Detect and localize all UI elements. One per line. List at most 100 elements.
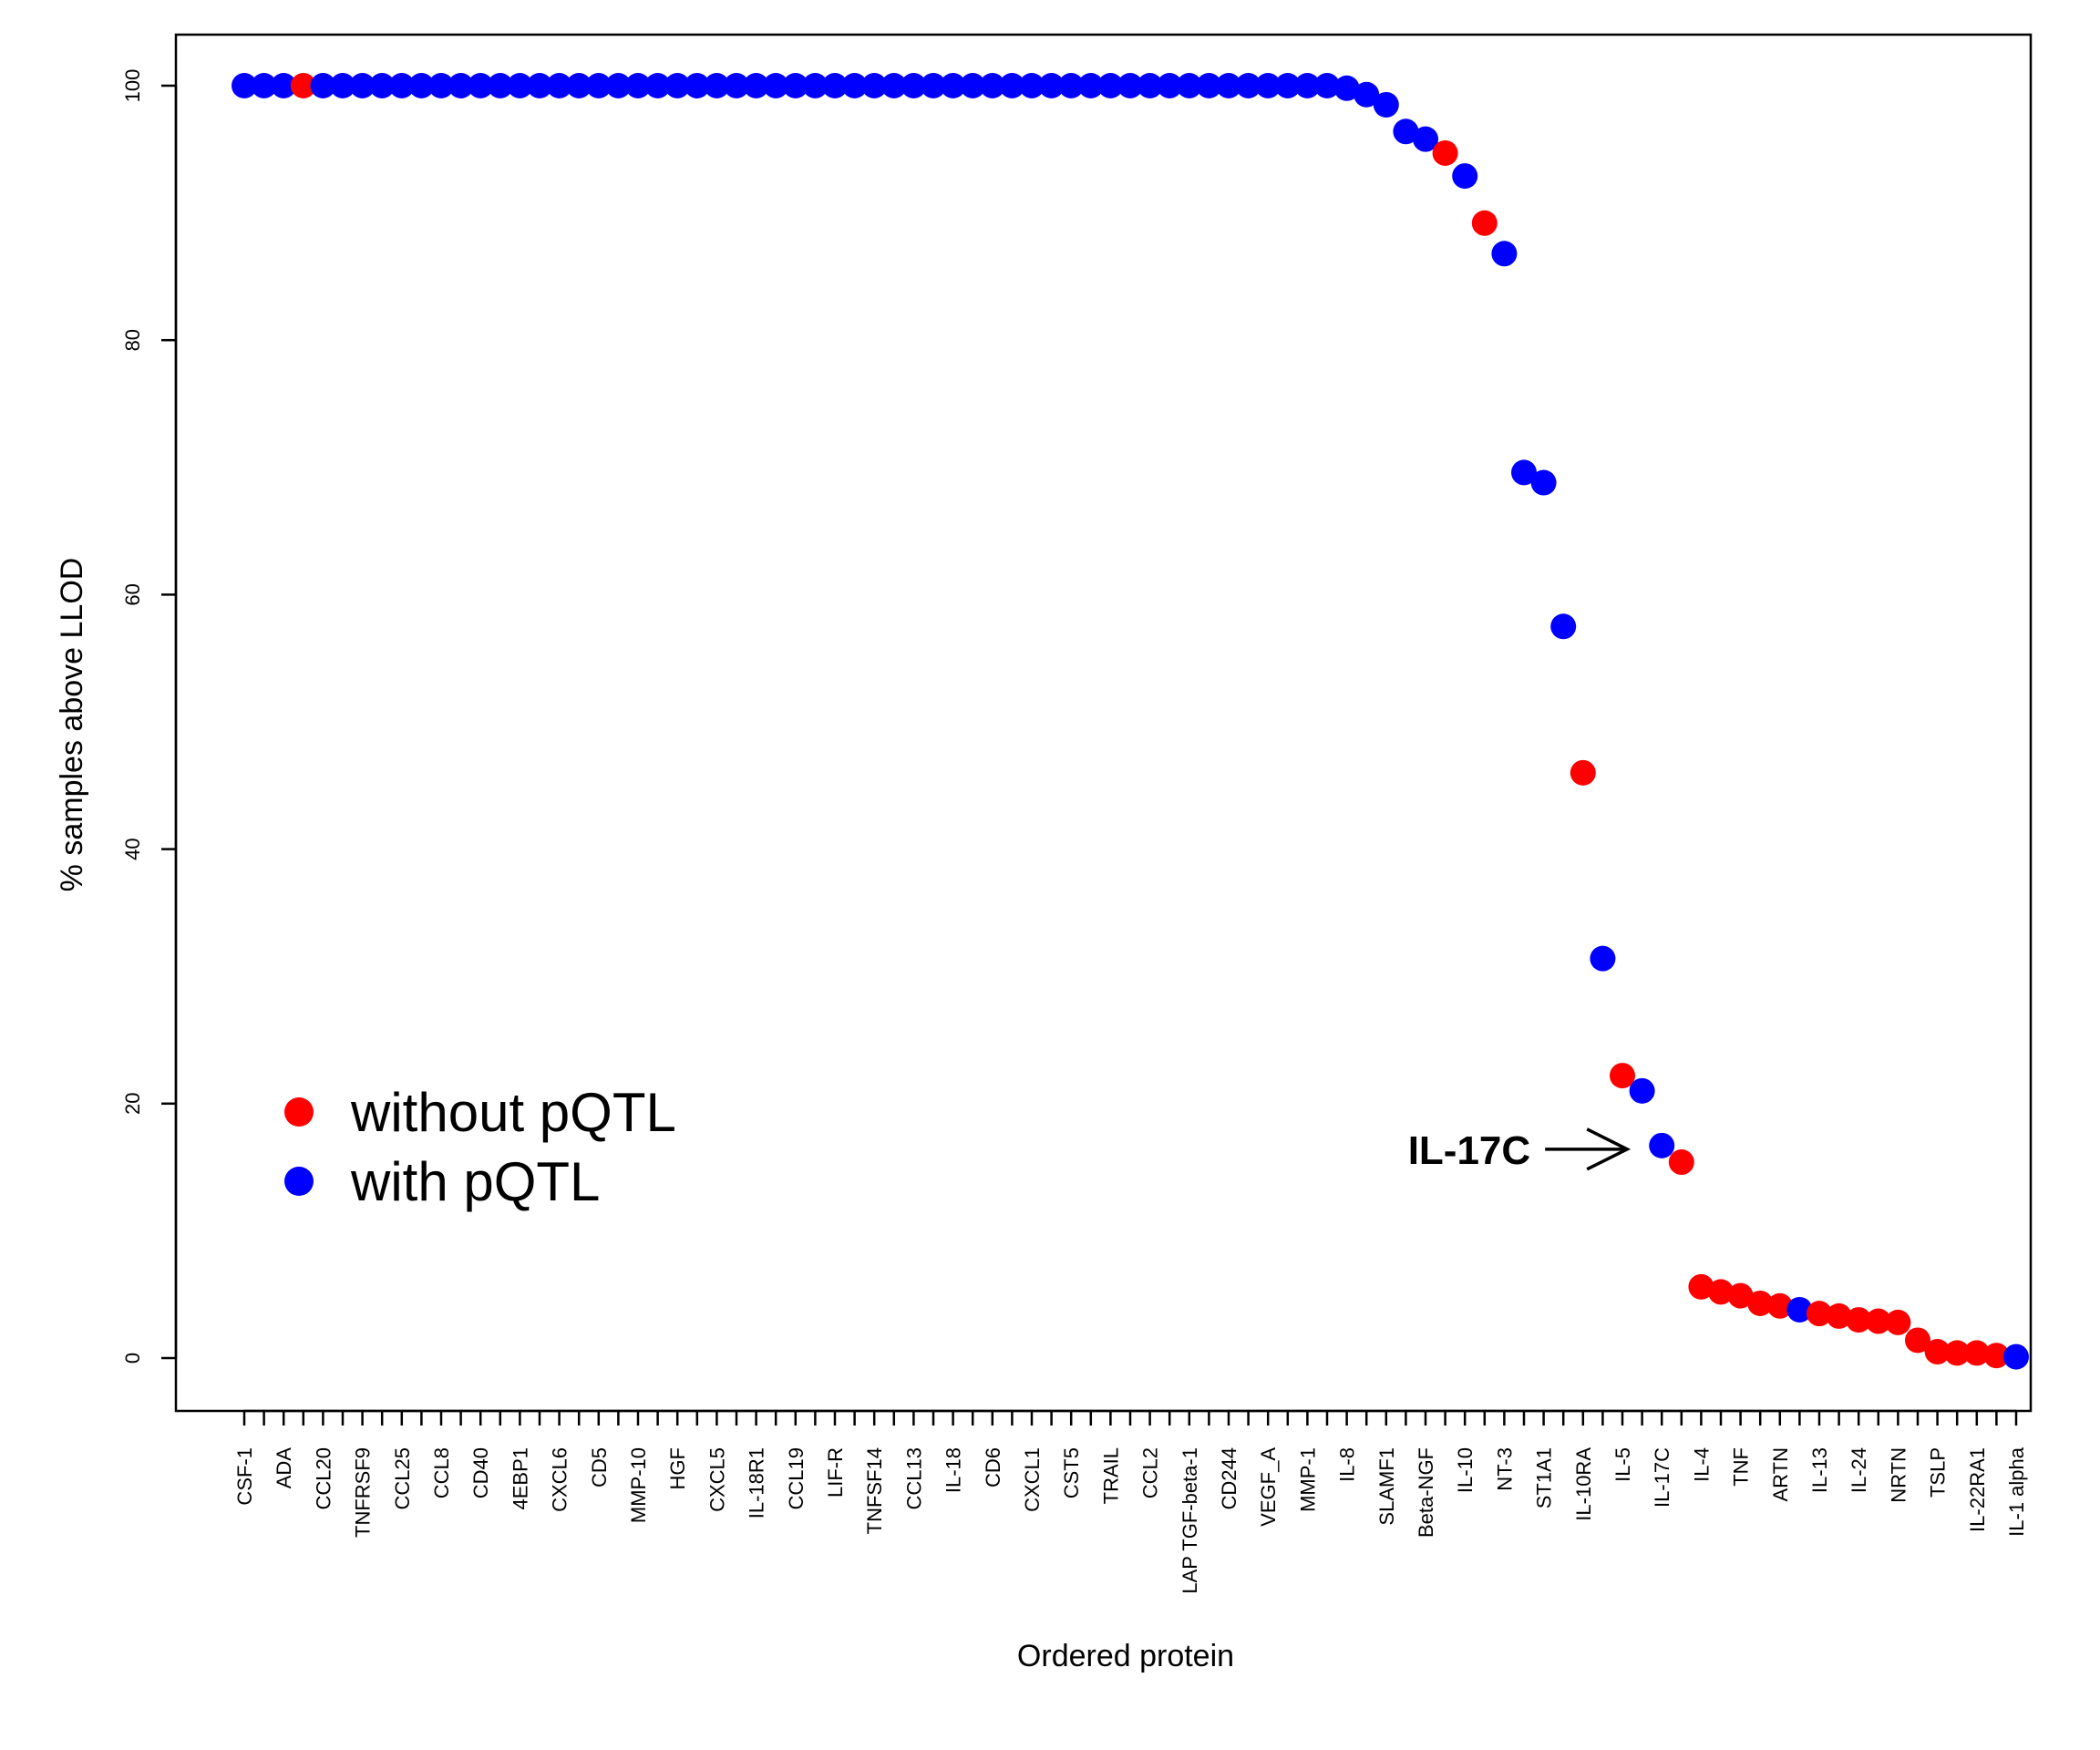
data-point	[1826, 1302, 1852, 1329]
x-tick-label: NRTN	[1887, 1447, 1910, 1503]
data-point	[1688, 1273, 1714, 1300]
data-point	[743, 73, 769, 98]
x-tick-label: CCL8	[430, 1447, 453, 1498]
x-tick-label: IL-13	[1808, 1447, 1831, 1493]
data-point	[271, 73, 297, 98]
annotation: IL-17C	[1408, 1127, 1632, 1173]
data-point	[841, 73, 868, 98]
data-point	[901, 73, 927, 98]
x-tick-label: IL-4	[1690, 1447, 1713, 1482]
data-point	[1077, 73, 1104, 98]
x-tick-label: CST5	[1060, 1447, 1083, 1498]
data-point	[310, 73, 336, 98]
data-point	[1196, 73, 1222, 98]
data-point	[1471, 210, 1498, 236]
data-point	[1019, 73, 1045, 98]
x-tick-label: IL-24	[1848, 1447, 1870, 1493]
y-tick-label: 60	[121, 583, 144, 605]
data-point	[782, 73, 808, 98]
data-point	[388, 73, 415, 98]
x-tick-label: CCL13	[902, 1447, 925, 1509]
data-point	[1786, 1296, 1813, 1323]
x-tick-label: CCL2	[1139, 1447, 1162, 1498]
x-tick-label: CD244	[1218, 1447, 1240, 1509]
data-point	[1944, 1340, 1971, 1366]
y-tick-label: 20	[121, 1093, 144, 1115]
data-point	[1610, 1063, 1635, 1089]
x-tick-label: MMP-1	[1296, 1447, 1319, 1512]
data-point	[1727, 1282, 1754, 1309]
data-point	[664, 73, 691, 98]
data-point	[1530, 469, 1557, 496]
data-point	[1274, 73, 1301, 98]
annotation-label: IL-17C	[1408, 1128, 1530, 1173]
data-point	[1255, 73, 1282, 98]
x-tick-label: Beta-NGF	[1415, 1447, 1437, 1538]
data-point	[232, 73, 257, 98]
data-point	[1373, 91, 1399, 118]
x-tick-label: ST1A1	[1533, 1447, 1556, 1508]
data-point	[1314, 73, 1340, 98]
data-points	[232, 73, 2029, 1370]
data-point	[290, 73, 316, 98]
data-point	[1668, 1149, 1694, 1176]
data-point	[1708, 1279, 1734, 1305]
data-point	[251, 73, 277, 98]
y-tick-label: 100	[121, 69, 144, 103]
x-tick-label: IL-18	[942, 1447, 965, 1493]
data-point	[625, 73, 651, 98]
data-point	[330, 73, 355, 98]
data-point	[1333, 75, 1360, 101]
data-point	[1766, 1292, 1793, 1319]
data-point	[1354, 81, 1380, 108]
x-tick-label: IL-17C	[1651, 1447, 1673, 1508]
data-point	[1058, 73, 1085, 98]
data-point	[605, 73, 632, 98]
data-point	[428, 73, 454, 98]
data-point	[1157, 73, 1183, 98]
data-point	[822, 73, 848, 98]
data-point	[408, 73, 435, 98]
y-axis-title: % samples above LLOD	[55, 558, 89, 892]
x-tick-label: LAP TGF-beta-1	[1179, 1447, 1201, 1594]
x-tick-label: SLAMF1	[1375, 1447, 1398, 1526]
data-point	[684, 73, 710, 98]
x-tick-label: CSF-1	[233, 1447, 256, 1506]
x-tick-label: CXCL5	[705, 1447, 728, 1512]
x-tick-label: TNFSF14	[863, 1447, 886, 1534]
data-point	[487, 73, 513, 98]
data-point	[1117, 73, 1143, 98]
data-point	[1452, 163, 1478, 190]
x-tick-label: CXCL6	[549, 1447, 571, 1512]
data-point	[369, 73, 396, 98]
annotation-arrow-head	[1586, 1127, 1632, 1171]
x-tick-label: CXCL1	[1021, 1447, 1044, 1512]
data-point	[940, 73, 966, 98]
data-point	[2003, 1343, 2029, 1370]
data-point	[1511, 459, 1537, 486]
data-point	[1216, 73, 1241, 98]
data-point	[1846, 1307, 1872, 1333]
data-point	[1983, 1343, 2010, 1369]
data-point	[585, 73, 612, 98]
data-point	[999, 73, 1025, 98]
x-tick-label: TNF	[1730, 1447, 1753, 1487]
x-tick-label: CD40	[469, 1447, 492, 1498]
data-point	[1432, 139, 1458, 166]
x-tick-label: CD5	[588, 1447, 611, 1488]
y-axis: 0 20 40 60 80 100	[121, 69, 178, 1364]
x-tick-label: TNFRSF9	[352, 1447, 375, 1538]
x-tick-label: IL-10RA	[1572, 1447, 1595, 1521]
data-point	[1235, 73, 1261, 98]
data-point	[349, 73, 376, 98]
data-point	[507, 73, 533, 98]
legend: without pQTL with pQTL	[284, 1082, 676, 1212]
data-point	[1176, 73, 1202, 98]
x-tick-label: TSLP	[1927, 1447, 1950, 1498]
data-point	[763, 73, 789, 98]
x-tick-label: IL-18R1	[746, 1447, 768, 1518]
x-axis: CSF-1 ADA CCL20 TNFRSF9 CCL25 CCL8 CD40 4EBP1 CX…	[233, 1409, 2028, 1594]
data-point	[1137, 73, 1163, 98]
